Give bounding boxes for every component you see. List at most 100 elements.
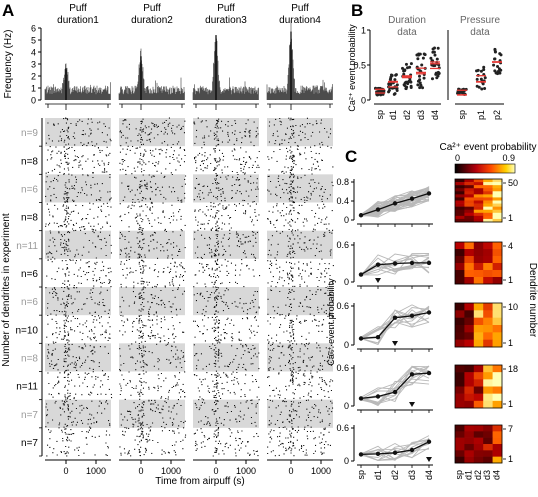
c-mean-point [409,313,415,318]
freq-tick-label: 4 [31,48,36,58]
heatmap-cell [483,194,493,198]
heatmap-cell [473,393,484,402]
c-mean-point [426,191,432,196]
c-mean-point [358,452,364,457]
heatmap-cell [483,456,493,464]
b-point [482,65,486,69]
heatmap-cell [492,372,503,380]
c-trace [360,253,430,276]
dendrite-number: 4 [508,241,513,251]
heatmap-cell [464,218,475,223]
group-label: n=11 [16,382,38,393]
heatmap-cell [455,212,465,217]
pressure-title: data [470,27,490,38]
b-point [395,83,399,87]
heatmap-cell [455,431,465,438]
b-point [416,57,420,61]
heatmap-cell [483,212,493,217]
b-y-tick-label: 0.5 [353,61,366,71]
group-shade [45,287,111,316]
raster-dots-4 [267,117,334,457]
heatmap-cell [483,332,493,340]
b-point [498,52,502,56]
heatmap-cell [492,450,503,457]
group-shade [119,174,185,203]
c-mean-point [358,213,364,218]
heatmap-cell [492,303,503,311]
heatmap-cell [455,277,465,285]
b-point [493,69,497,73]
c-trace [360,262,430,277]
colorbar-title: Ca²⁺ event probability [440,142,537,153]
heatmap-cell [464,182,475,186]
group-label: n=6 [21,184,38,195]
b-point [492,63,496,67]
heatmap-cell [483,215,493,220]
freq-tick-label: 1 [31,84,36,94]
heatmap-cell [455,215,465,220]
puff-title-line1: Puff [143,3,161,14]
heatmap-cell [464,386,475,394]
group-shade [193,118,259,147]
c-trace [360,254,430,277]
group-shade [193,399,259,428]
b-point [431,47,435,51]
heatmap-cell [464,206,475,211]
heatmap-cell [473,188,484,192]
heatmap-cell [483,185,493,189]
c-trace [360,378,430,398]
group-label: n=9 [21,128,38,139]
colorbar-max: 0.9 [502,153,515,163]
b-point [475,77,479,81]
heatmap-cell [492,317,503,326]
b-point [379,93,383,97]
heatmap-cell [464,185,475,189]
heatmap-cell [464,200,475,204]
group-shade [119,118,185,147]
group-label: n=8 [21,213,38,224]
heatmap-cell [473,212,484,217]
b-point [436,74,440,78]
heatmap-cell [492,218,503,223]
heatmap-cell [455,310,465,318]
heatmap-cell [473,191,484,195]
heatmap-cell [455,249,465,257]
heatmap-cell [483,386,493,394]
b-point [421,56,425,60]
heatmap-cell [464,450,475,457]
heatmap-cell [483,218,493,223]
c-mean-point [392,389,398,395]
group-shade [267,174,333,203]
histogram-3 [192,38,259,100]
heatmap-cell [492,182,503,186]
c-y-tick-label: 0 [344,215,349,225]
colorbar-min: 0 [455,153,460,163]
b-point [430,77,434,81]
puff-title-line1: Puff [217,3,235,14]
heatmap-cell [455,325,465,333]
b-point [389,73,393,77]
heatmap-cell [473,444,484,451]
heatmap-cell [483,431,493,438]
heatmap-cell [492,188,503,192]
heatmap-cell [464,263,475,271]
c-mean-point [409,196,415,201]
heatmap-cell [473,372,484,380]
heatmap-cell [492,456,503,464]
c-mean-point [375,394,381,399]
c-y-tick-label: 0.4 [336,196,349,206]
heatmap-cell [455,456,465,464]
b-point [381,90,385,94]
frequency-axis-label: Frequency (Hz) [3,30,14,99]
group-label: n=8 [21,156,38,167]
heatmap-cell [464,249,475,257]
heatmap-cell [483,317,493,326]
b-point [375,93,379,97]
heatmap-cell [464,317,475,326]
heatmap-cell [473,437,484,445]
heatmap-cell [473,425,484,432]
b-y-tick-label: 0 [361,96,366,106]
c-mean-point [426,260,432,266]
heatmap-cell [473,456,484,464]
heatmap-cell [492,437,503,445]
